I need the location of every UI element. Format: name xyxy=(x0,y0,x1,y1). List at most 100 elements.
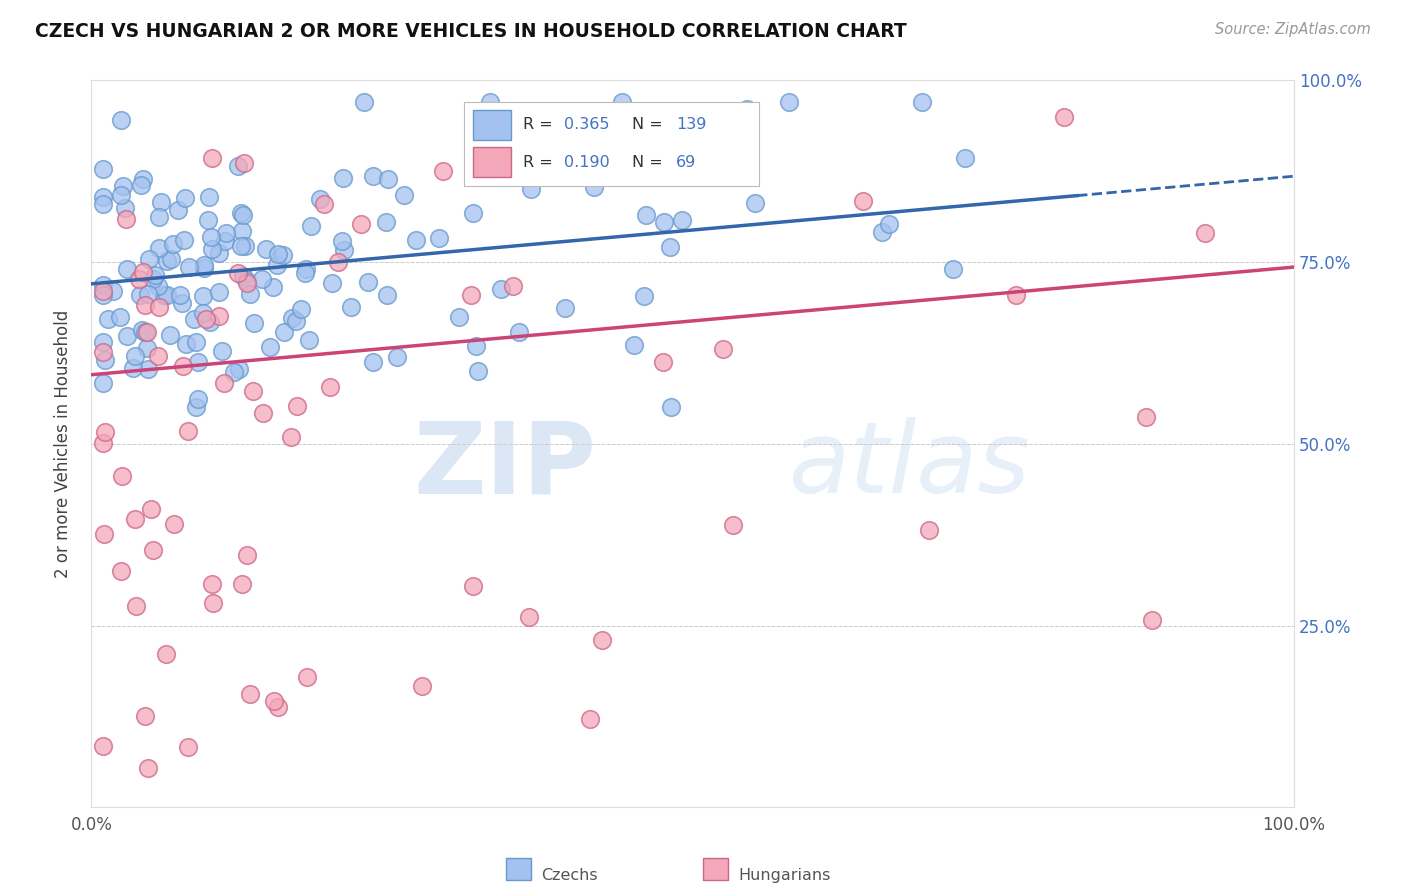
Point xyxy=(633,289,655,303)
Point xyxy=(432,164,454,178)
Point xyxy=(146,278,169,293)
Text: atlas: atlas xyxy=(789,417,1031,514)
Point xyxy=(623,160,645,174)
Point xyxy=(231,209,253,223)
Point xyxy=(93,161,115,176)
Point xyxy=(231,239,253,253)
Point xyxy=(361,355,384,369)
Point xyxy=(377,172,399,186)
Point xyxy=(155,648,177,662)
Point xyxy=(356,275,378,289)
Point xyxy=(299,219,322,233)
Point xyxy=(129,287,152,301)
Point xyxy=(239,688,262,702)
Point xyxy=(387,350,409,364)
Point xyxy=(659,401,682,415)
Point xyxy=(142,272,165,286)
Point xyxy=(735,102,758,116)
Point xyxy=(197,190,219,204)
Point xyxy=(139,501,162,516)
Point xyxy=(877,218,900,232)
Point xyxy=(146,349,169,363)
Text: CZECH VS HUNGARIAN 2 OR MORE VEHICLES IN HOUSEHOLD CORRELATION CHART: CZECH VS HUNGARIAN 2 OR MORE VEHICLES IN… xyxy=(35,22,907,41)
Point xyxy=(143,268,166,283)
Point xyxy=(353,95,375,109)
Point xyxy=(125,599,148,613)
Bar xyxy=(472,147,512,178)
Point xyxy=(235,548,257,562)
Bar xyxy=(506,858,531,880)
Point xyxy=(110,113,132,128)
Text: ZIP: ZIP xyxy=(413,417,596,514)
Point xyxy=(186,401,208,415)
Point xyxy=(183,312,205,326)
Point xyxy=(135,341,157,355)
Point xyxy=(148,241,170,255)
Point xyxy=(111,469,134,483)
Point xyxy=(215,226,238,240)
Point xyxy=(93,284,115,298)
Point xyxy=(136,325,159,339)
Point xyxy=(578,713,600,727)
Point xyxy=(174,337,197,351)
Point xyxy=(953,151,976,165)
Point xyxy=(657,110,679,124)
Point xyxy=(208,246,231,260)
Point xyxy=(93,189,115,203)
Point xyxy=(173,191,195,205)
Point xyxy=(110,564,132,578)
Point xyxy=(97,312,120,326)
Point xyxy=(411,679,433,693)
Point xyxy=(711,342,734,356)
Point xyxy=(332,171,354,186)
Point xyxy=(201,151,224,165)
Point xyxy=(201,596,224,610)
Point xyxy=(583,180,606,194)
Point xyxy=(232,268,254,283)
Point xyxy=(591,632,613,647)
Text: Source: ZipAtlas.com: Source: ZipAtlas.com xyxy=(1215,22,1371,37)
Point xyxy=(375,215,398,229)
Point xyxy=(284,314,307,328)
Point xyxy=(115,328,138,343)
Point xyxy=(160,252,183,266)
Point xyxy=(93,278,115,293)
Point xyxy=(136,286,159,301)
Point xyxy=(281,311,304,326)
Point xyxy=(872,225,894,239)
Point xyxy=(623,337,645,351)
Point xyxy=(138,252,160,267)
Point xyxy=(226,266,249,280)
Point xyxy=(273,248,295,262)
Point xyxy=(318,380,340,394)
Point xyxy=(233,239,256,253)
Point xyxy=(173,233,195,247)
Point xyxy=(266,258,288,272)
Point xyxy=(93,287,115,301)
Point xyxy=(226,159,249,173)
Point xyxy=(117,262,139,277)
Point xyxy=(124,511,146,525)
Point xyxy=(267,247,290,261)
Point xyxy=(280,430,302,444)
Point xyxy=(852,194,875,209)
Point xyxy=(148,211,170,225)
Point xyxy=(350,217,373,231)
Point xyxy=(651,355,673,369)
Point xyxy=(778,95,800,109)
Bar xyxy=(472,110,512,140)
Point xyxy=(259,340,281,354)
Point xyxy=(211,344,233,359)
Point xyxy=(294,266,316,280)
Point xyxy=(233,156,256,170)
Text: R =: R = xyxy=(523,117,558,132)
Point xyxy=(191,289,214,303)
Point xyxy=(134,298,156,312)
Point xyxy=(361,169,384,183)
Point xyxy=(148,300,170,314)
Point xyxy=(138,362,160,376)
Point xyxy=(652,215,675,229)
Point xyxy=(252,407,274,421)
Point xyxy=(636,208,658,222)
Point xyxy=(179,260,201,275)
